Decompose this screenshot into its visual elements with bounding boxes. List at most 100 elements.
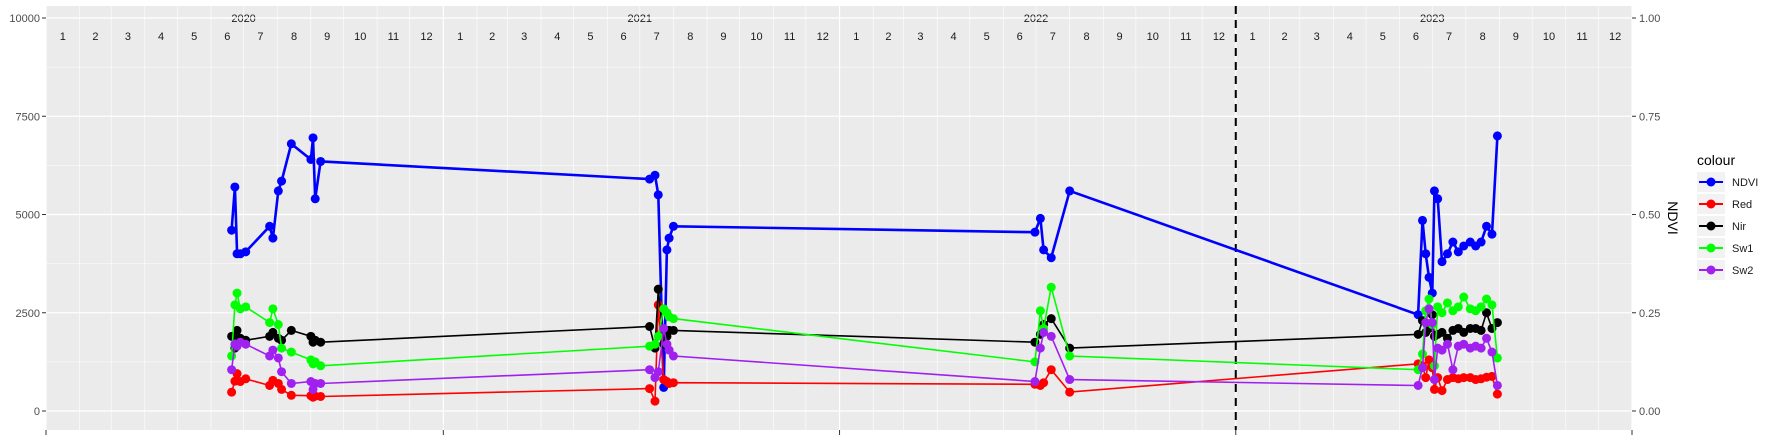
data-point-sw1 — [1482, 294, 1492, 304]
data-point-red — [241, 374, 251, 384]
data-point-sw2 — [1413, 380, 1423, 390]
data-point-sw1 — [1476, 302, 1486, 312]
data-point-red — [645, 384, 655, 394]
data-point-sw2 — [1421, 318, 1431, 328]
left-axis-tick-label: 2500 — [16, 308, 40, 320]
legend-label: Sw1 — [1732, 243, 1753, 255]
month-label: 10 — [354, 31, 366, 43]
month-label: 12 — [420, 31, 432, 43]
data-point-ndvi — [1429, 186, 1439, 196]
legend-key-point — [1706, 221, 1716, 231]
month-label: 11 — [784, 31, 795, 43]
month-label: 8 — [291, 31, 297, 43]
data-point-sw2 — [659, 323, 669, 333]
month-label: 1 — [60, 31, 66, 43]
legend-title: colour — [1697, 152, 1735, 168]
data-point-ndvi — [277, 176, 287, 186]
month-label: 2 — [489, 31, 495, 43]
month-label: 4 — [158, 31, 164, 43]
data-point-sw2 — [316, 378, 326, 388]
data-point-sw2 — [1459, 339, 1469, 349]
data-point-red — [1421, 373, 1431, 383]
month-label: 2 — [885, 31, 891, 43]
data-point-sw1 — [1437, 308, 1447, 318]
legend: colour NDVI Red Nir Sw1 Sw2 — [1697, 152, 1758, 280]
data-point-ndvi — [1417, 215, 1427, 225]
data-point-ndvi — [650, 170, 660, 180]
data-point-red — [1429, 384, 1439, 394]
data-point-ndvi — [227, 225, 237, 235]
data-point-sw2 — [1492, 380, 1502, 390]
month-label: 10 — [1147, 31, 1159, 43]
month-label: 11 — [1180, 31, 1191, 43]
data-point-nir — [316, 337, 326, 347]
data-point-nir — [1476, 325, 1486, 335]
data-point-ndvi — [1482, 221, 1492, 231]
data-point-sw2 — [1030, 377, 1040, 387]
month-label: 10 — [1543, 31, 1555, 43]
legend-label: Nir — [1732, 221, 1746, 233]
month-label: 4 — [950, 31, 956, 43]
data-point-sw2 — [645, 365, 655, 375]
data-point-sw1 — [1459, 292, 1469, 302]
data-point-sw2 — [268, 345, 278, 355]
data-point-ndvi — [230, 182, 240, 192]
data-point-ndvi — [664, 233, 674, 243]
month-label: 1 — [1250, 31, 1256, 43]
data-point-sw1 — [668, 314, 678, 324]
legend-label: Sw2 — [1732, 265, 1753, 277]
month-label: 8 — [687, 31, 693, 43]
data-point-sw2 — [241, 339, 251, 349]
month-label: 4 — [554, 31, 560, 43]
data-point-sw2 — [668, 351, 678, 361]
left-axis-tick-label: 7500 — [16, 111, 40, 123]
data-point-ndvi — [268, 233, 278, 243]
data-point-nir — [653, 284, 663, 294]
data-point-sw1 — [268, 304, 278, 314]
data-point-ndvi — [1424, 272, 1434, 282]
data-point-red — [1487, 371, 1497, 381]
data-point-ndvi — [1030, 227, 1040, 237]
data-point-sw1 — [1424, 294, 1434, 304]
data-point-sw1 — [1487, 300, 1497, 310]
month-label: 5 — [984, 31, 990, 43]
data-point-ndvi — [316, 156, 326, 166]
month-label: 6 — [224, 31, 230, 43]
legend-label: NDVI — [1732, 177, 1758, 189]
data-point-sw1 — [1035, 306, 1045, 316]
data-point-red — [1039, 378, 1049, 388]
legend-item-sw2: Sw2 — [1697, 260, 1753, 280]
data-point-red — [668, 378, 678, 388]
left-axis-tick-label: 10000 — [9, 13, 40, 25]
month-label: 5 — [191, 31, 197, 43]
data-point-sw1 — [241, 302, 251, 312]
month-label: 7 — [257, 31, 263, 43]
month-label: 3 — [521, 31, 527, 43]
data-point-red — [1437, 386, 1447, 396]
data-point-ndvi — [306, 154, 316, 164]
data-point-sw2 — [1448, 365, 1458, 375]
legend-item-red: Red — [1697, 194, 1752, 214]
data-point-nir — [232, 325, 242, 335]
data-point-sw2 — [1035, 343, 1045, 353]
grid — [45, 6, 1633, 430]
month-label: 8 — [1083, 31, 1089, 43]
month-label: 1 — [853, 31, 859, 43]
legend-key-point — [1706, 243, 1716, 253]
data-point-ndvi — [1492, 131, 1502, 141]
data-point-nir — [1482, 308, 1492, 318]
data-point-sw1 — [1417, 349, 1427, 359]
data-point-sw1 — [286, 347, 296, 357]
data-point-ndvi — [1448, 237, 1458, 247]
data-point-ndvi — [1046, 253, 1056, 263]
month-label: 6 — [1413, 31, 1419, 43]
data-point-red — [227, 387, 237, 397]
legend-item-nir: Nir — [1697, 216, 1746, 236]
data-point-ndvi — [653, 190, 663, 200]
data-point-sw2 — [227, 365, 237, 375]
data-point-sw2 — [1427, 318, 1437, 328]
data-point-nir — [227, 331, 237, 341]
data-point-sw1 — [1492, 353, 1502, 363]
